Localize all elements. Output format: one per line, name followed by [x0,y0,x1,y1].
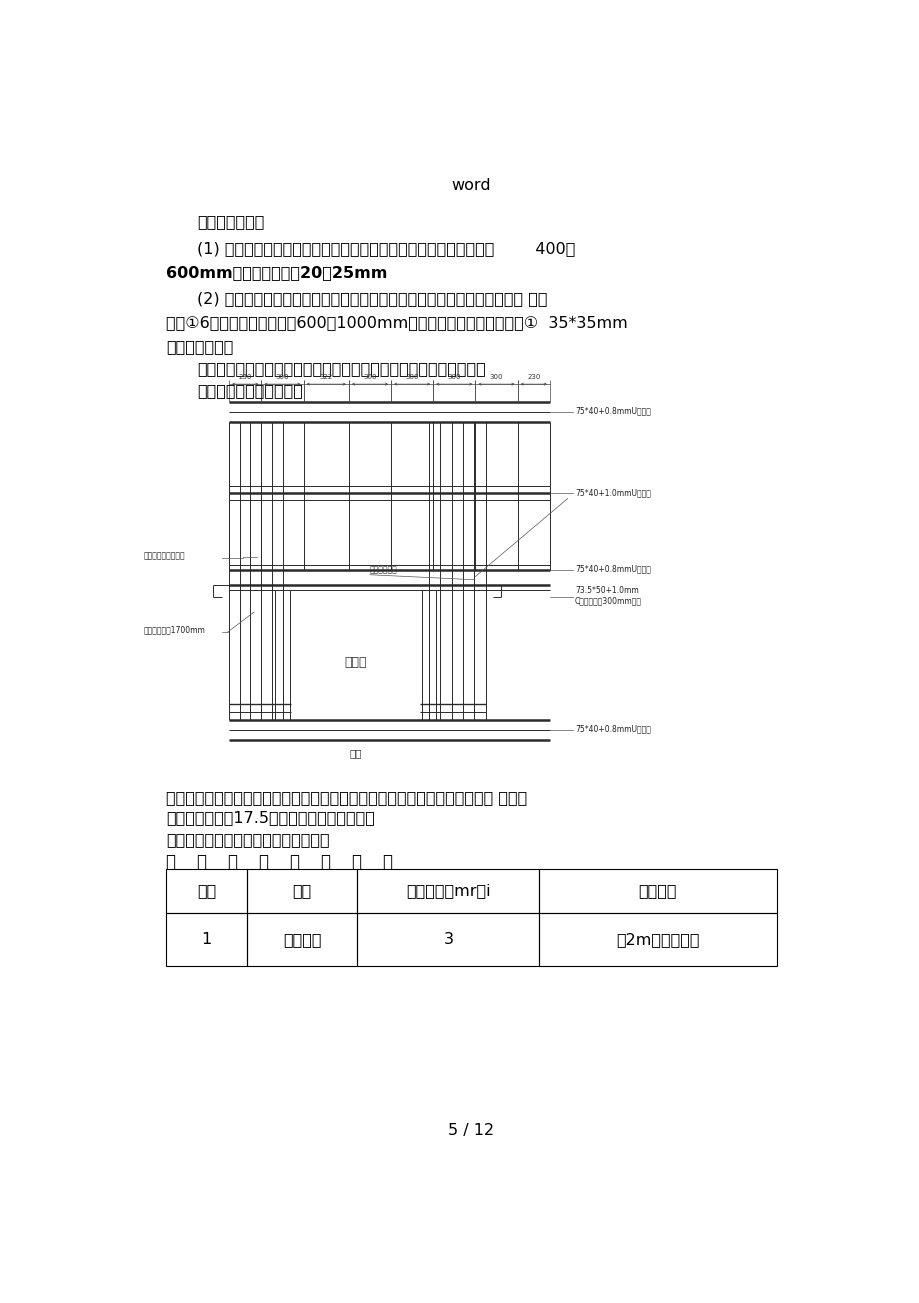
Text: 300: 300 [276,374,289,380]
Text: 龙骨详细布置见如下图：: 龙骨详细布置见如下图： [197,383,302,399]
Text: 注：墙中的玻璃隔断由玻璃隔断专业施工队进展施工。首层与夹层龙骨至结构 底部，: 注：墙中的玻璃隔断由玻璃隔断专业施工队进展施工。首层与夹层龙骨至结构 底部， [166,791,527,805]
Bar [357,913,539,966]
Text: 600mm距龙骨两端的为20～25mm: 600mm距龙骨两端的为20～25mm [166,265,387,280]
Text: 230: 230 [527,374,539,380]
Text: 5 / 12: 5 / 12 [448,1123,494,1138]
Bar [166,913,246,966]
Bar [246,869,357,913]
Text: word: word [451,179,491,193]
Text: 骨架安装的允许偏差，应符合表规定。: 骨架安装的允许偏差，应符合表规定。 [166,833,330,847]
Text: 300: 300 [489,374,503,380]
Text: 3: 3 [443,932,453,947]
Text: 75*40+0.8mmU型龙骨: 75*40+0.8mmU型龙骨 [574,564,650,573]
Text: 加强轻钢龙骨: 加强轻钢龙骨 [369,566,397,575]
Text: 300: 300 [405,374,418,380]
Text: 75*40+0.8mmU型龙骨: 75*40+0.8mmU型龙骨 [574,724,650,734]
Text: 门洞处间距为1700mm: 门洞处间距为1700mm [143,625,205,635]
Text: 自攻螺钉连接。: 自攻螺钉连接。 [166,339,233,354]
Text: 地面: 地面 [349,748,361,758]
Text: 项目: 项目 [292,883,312,898]
Text: 隔    断    骨    架    允    许    偏    差: 隔 断 骨 架 允 许 偏 差 [166,852,393,870]
Bar [539,913,776,966]
Text: 支撑卡的安装：: 支撑卡的安装： [197,215,264,229]
Bar [246,913,357,966]
Text: 项次: 项次 [197,883,216,898]
Bar [539,869,776,913]
Text: 采用①6膨胀螺栓连接，间距600～1000mm纸面石膏板与轻钢龙骨采用①  35*35mm: 采用①6膨胀螺栓连接，间距600～1000mm纸面石膏板与轻钢龙骨采用① 35*… [166,315,628,330]
Text: 300: 300 [447,374,460,380]
Text: (2) 横龙骨与竖龙骨、支撑卡与竖龙骨的连接采用拉铆钉。沿地龙骨与混凝 土板: (2) 横龙骨与竖龙骨、支撑卡与竖龙骨的连接采用拉铆钉。沿地龙骨与混凝 土板 [197,291,547,306]
Text: (1) 安装支撑卡时，应先将支撑卡安装在竖向龙骨的开口上，卡距为        400～: (1) 安装支撑卡时，应先将支撑卡安装在竖向龙骨的开口上，卡距为 400～ [197,241,574,255]
Text: 二层墙体标高至17.5米设备钢平台钢梁底部。: 二层墙体标高至17.5米设备钢平台钢梁底部。 [166,810,375,826]
Text: 75*40+1.0mmU型龙骨: 75*40+1.0mmU型龙骨 [574,487,650,496]
Text: 允许偏差（mr）i: 允许偏差（mr）i [405,883,490,898]
Text: 1: 1 [201,932,211,947]
Text: 230: 230 [238,374,252,380]
Text: 检验方法: 检验方法 [638,883,676,898]
Text: 75*40+0.8mmU型龙骨: 75*40+0.8mmU型龙骨 [574,407,650,416]
Text: 用2m托线板检查: 用2m托线板检查 [616,932,699,947]
Text: 门洞口: 门洞口 [344,655,367,668]
Bar [166,869,246,913]
Text: 门洞处连接构造，见: 门洞处连接构造，见 [143,551,185,560]
Text: 门窗或特殊节点处，应使用附加龙骨，加强等安装应符合设计要求。: 门窗或特殊节点处，应使用附加龙骨，加强等安装应符合设计要求。 [197,361,485,377]
Text: 322: 322 [319,374,333,380]
Text: 73.5*50+1.0mm
C型龙骨间距300mm间距: 73.5*50+1.0mm C型龙骨间距300mm间距 [574,586,641,606]
Text: 立面垂直: 立面垂直 [283,932,321,947]
Text: 300: 300 [363,374,376,380]
Bar [357,869,539,913]
